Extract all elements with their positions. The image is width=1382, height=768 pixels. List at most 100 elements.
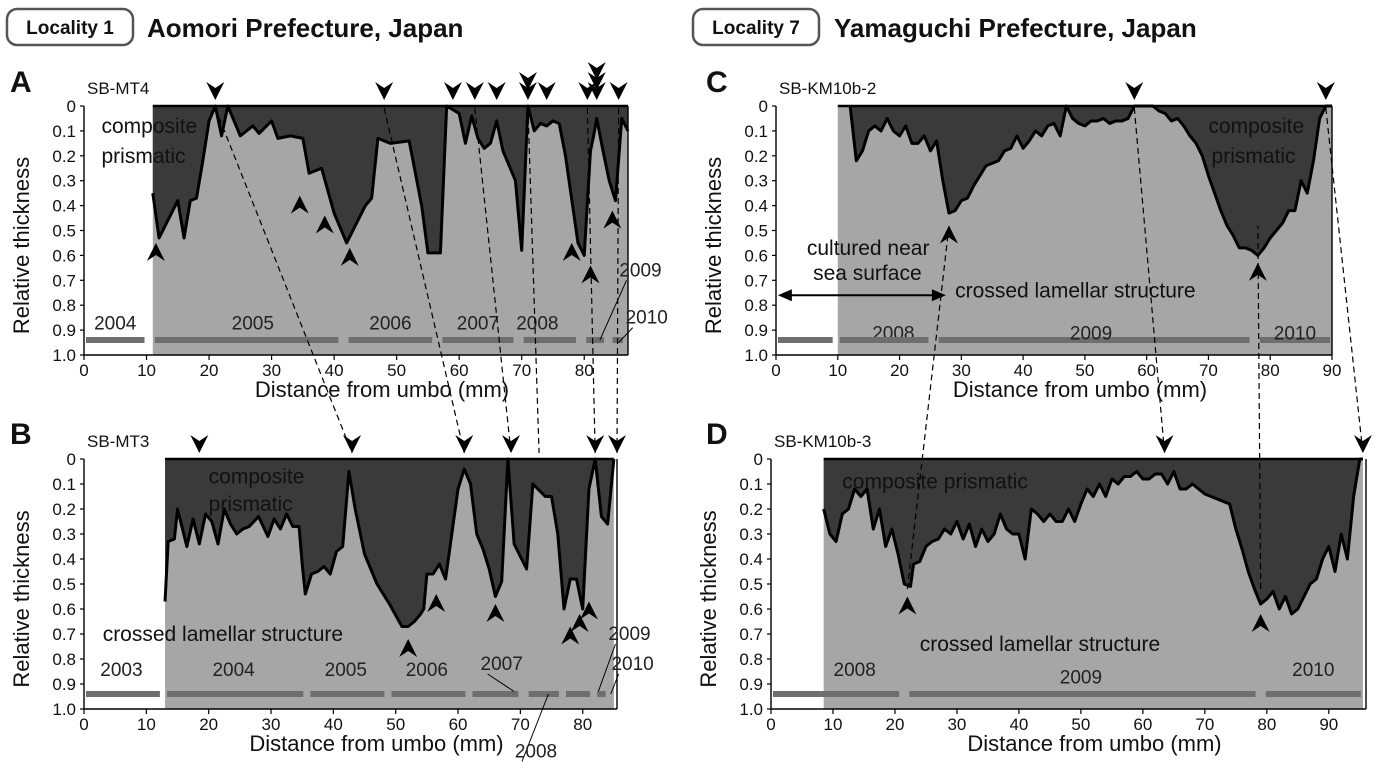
year-label: 2004 xyxy=(212,660,255,681)
x-tick-label: 70 xyxy=(1199,361,1218,380)
x-tick-label: 80 xyxy=(573,715,592,734)
year-label: 2008 xyxy=(515,742,557,763)
y-tick-label: 0.1 xyxy=(744,122,768,141)
y-tick-label: 0.2 xyxy=(52,500,76,519)
locality-badge-left xyxy=(5,7,135,47)
y-tick-label: 0.9 xyxy=(52,675,76,694)
y-axis-title: Relative thickness xyxy=(9,157,34,334)
x-tick-label: 50 xyxy=(1071,715,1090,734)
correlation-line xyxy=(474,107,512,454)
x-tick-label: 70 xyxy=(512,361,531,380)
y-tick-label: 0.4 xyxy=(52,197,76,216)
top-arrowhead xyxy=(487,82,506,100)
top-arrowhead xyxy=(443,82,462,100)
year-label: 2003 xyxy=(100,660,142,681)
top-arrowhead xyxy=(1125,82,1144,100)
correlation-line xyxy=(1257,225,1262,590)
composite-prismatic-area xyxy=(823,459,1363,614)
y-tick-label: 0.6 xyxy=(52,600,76,619)
boundary-line xyxy=(163,457,616,628)
top-arrowhead xyxy=(609,82,628,100)
y-tick-label: 0.1 xyxy=(739,475,763,494)
top-arrowhead xyxy=(586,435,605,453)
y-tick-label: 0.8 xyxy=(739,650,763,669)
x-tick-label: 30 xyxy=(947,715,966,734)
x-tick-label: 50 xyxy=(1075,361,1094,380)
x-tick-label: 80 xyxy=(1257,715,1276,734)
bottom-arrowhead xyxy=(399,639,418,657)
y-tick-label: 0.4 xyxy=(739,550,763,569)
y-tick-label: 0.1 xyxy=(52,475,76,494)
bottom-arrowhead xyxy=(1251,614,1270,632)
bottom-arrowhead xyxy=(898,596,917,615)
locality-label-left: Locality 1 xyxy=(26,18,114,39)
boundary-line xyxy=(822,457,1363,616)
x-tick-label: 40 xyxy=(1009,715,1028,734)
x-tick-label: 10 xyxy=(824,715,843,734)
x-tick-label: 0 xyxy=(79,715,88,734)
bottom-arrowhead xyxy=(603,210,622,229)
x-tick-label: 50 xyxy=(387,361,406,380)
x-tick-label: 90 xyxy=(1319,715,1338,734)
top-arrowhead xyxy=(1353,435,1372,453)
bottom-arrowhead xyxy=(1248,262,1267,281)
top-arrowhead xyxy=(465,82,484,100)
top-arrowhead xyxy=(518,72,537,90)
y-tick-label: 0 xyxy=(67,450,76,469)
year-label: 2010 xyxy=(626,308,668,329)
year-label: 2009 xyxy=(619,260,661,281)
x-axis-title: Distance from umbo (mm) xyxy=(249,731,503,756)
x-tick-label: 90 xyxy=(1323,361,1342,380)
bottom-arrowhead xyxy=(561,626,580,645)
panel-letter: A xyxy=(10,66,32,99)
sample-id: SB-MT4 xyxy=(87,79,149,98)
y-tick-label: 1.0 xyxy=(744,346,768,365)
bottom-arrowhead xyxy=(579,601,598,620)
x-tick-label: 40 xyxy=(324,715,343,734)
year-label: 2009 xyxy=(1070,324,1112,345)
top-arrowhead xyxy=(537,82,556,100)
x-axis-title: Distance from umbo (mm) xyxy=(967,731,1221,756)
area-label: composite xyxy=(209,466,305,489)
bottom-arrowhead xyxy=(570,614,589,632)
y-tick-label: 0.5 xyxy=(52,575,76,594)
year-label: 2010 xyxy=(1274,324,1316,345)
correlation-line xyxy=(586,107,596,454)
x-tick-label: 10 xyxy=(137,715,156,734)
range-arrow-left-head xyxy=(777,289,792,302)
sample-id: SB-MT3 xyxy=(87,432,149,451)
area-label: sea surface xyxy=(813,262,922,285)
year-label: 2006 xyxy=(369,314,411,335)
x-tick-label: 60 xyxy=(1133,715,1152,734)
year-label: 2005 xyxy=(232,314,274,335)
y-axis-title: Relative thickness xyxy=(701,157,726,334)
correlation-line xyxy=(1325,107,1364,454)
area-label: composite prismatic xyxy=(842,471,1028,494)
y-tick-label: 0.9 xyxy=(52,321,76,340)
x-tick-label: 20 xyxy=(890,361,909,380)
x-axis-title: Distance from umbo (mm) xyxy=(255,377,509,402)
bottom-arrowhead xyxy=(315,215,334,234)
area-label: cultured near xyxy=(807,237,930,260)
top-arrowhead xyxy=(343,435,362,453)
boundary-line xyxy=(848,104,1332,257)
y-axis-title: Relative thickness xyxy=(9,510,34,687)
top-arrowhead xyxy=(608,435,626,453)
correlation-line xyxy=(1133,107,1166,454)
top-arrowhead xyxy=(587,72,606,90)
region-title-left: Aomori Prefecture, Japan xyxy=(147,13,463,43)
top-arrowhead xyxy=(455,435,474,453)
y-tick-label: 0.7 xyxy=(52,625,76,644)
top-arrowhead xyxy=(1155,435,1174,453)
y-tick-label: 0.3 xyxy=(52,525,76,544)
top-arrowhead xyxy=(502,435,521,453)
area-label: crossed lamellar structure xyxy=(920,633,1160,656)
chart-panel-d: 00.10.20.30.40.50.60.70.80.91.00 10 20 30 40… xyxy=(696,418,1372,756)
x-tick-label: 30 xyxy=(952,361,971,380)
composite-prismatic-area xyxy=(165,459,614,627)
year-label: 2008 xyxy=(834,660,876,681)
y-tick-label: 0.7 xyxy=(52,271,76,290)
y-tick-label: 0.4 xyxy=(744,197,768,216)
locality-label-right: Locality 7 xyxy=(712,18,800,39)
top-arrowhead xyxy=(1316,82,1335,100)
